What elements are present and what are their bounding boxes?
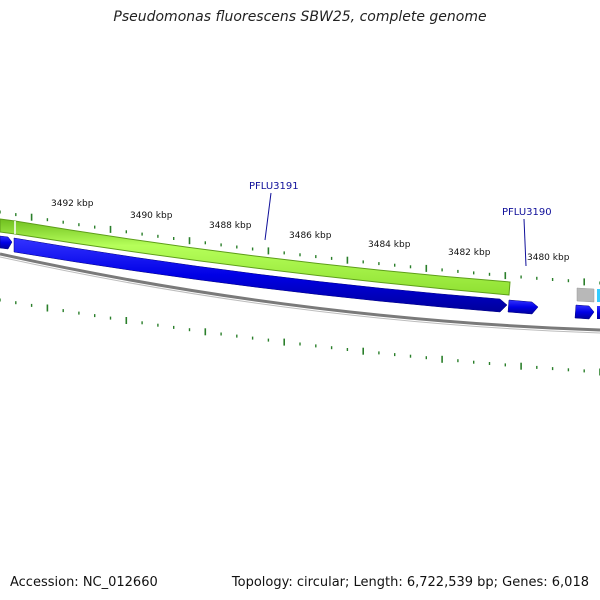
tick-label-3490: 3490 kbp [130,211,173,221]
accession-label: Accession: NC_012660 [10,575,158,590]
cds-arrow-left[interactable] [0,235,13,250]
feature-cyan[interactable] [597,289,600,302]
feature-bar-green[interactable] [0,218,511,296]
tick-label-3480: 3480 kbp [527,253,570,263]
backbone-ring-shadow [0,256,600,334]
backbone-ring [0,252,600,332]
gene-label-pflu3191[interactable]: PFLU3191 [249,181,299,192]
tick-label-3492: 3492 kbp [51,199,94,209]
cds-arrow-pflu3191[interactable] [13,237,508,313]
genome-stats-label: Topology: circular; Length: 6,722,539 bp… [231,575,589,590]
tick-label-3482: 3482 kbp [448,248,491,258]
cds-arrow-right[interactable] [574,304,595,320]
tick-label-3484: 3484 kbp [368,240,411,250]
cds-arrow-pflu3190[interactable] [507,299,539,315]
outer-tick-marks [0,210,600,286]
map-title: Pseudomonas fluorescens SBW25, complete … [113,9,487,25]
tick-label-3488: 3488 kbp [209,221,252,231]
gene-pointer-pflu3191 [264,192,272,241]
inner-tick-marks [0,298,600,376]
feature-grey[interactable] [576,287,595,303]
tick-label-3486: 3486 kbp [289,231,332,241]
cds-edge-right[interactable] [597,306,600,319]
gene-pointer-pflu3190 [523,218,527,267]
gene-label-pflu3190[interactable]: PFLU3190 [502,207,552,218]
